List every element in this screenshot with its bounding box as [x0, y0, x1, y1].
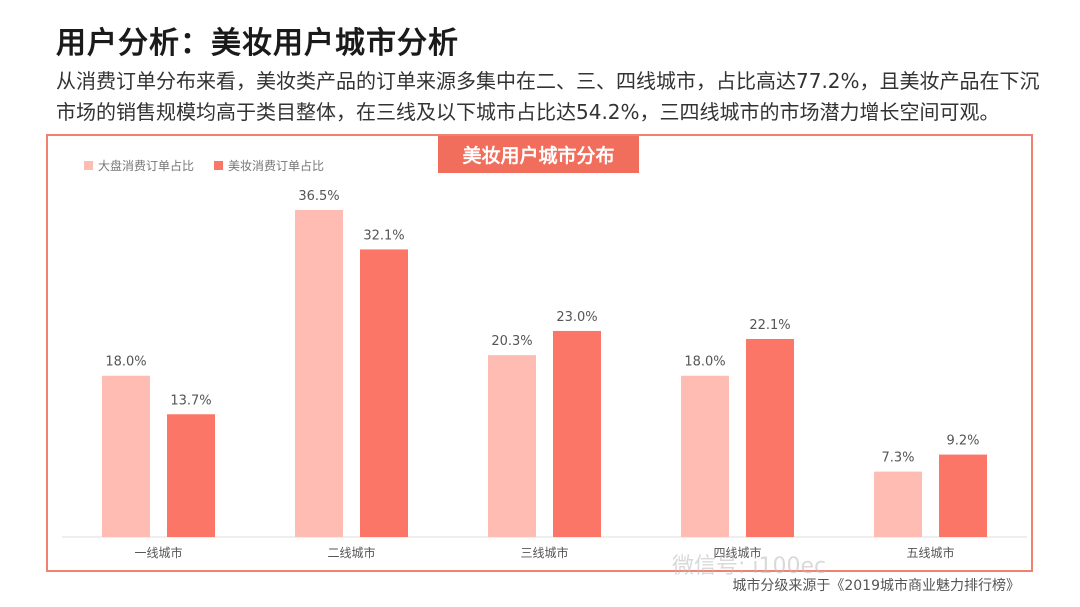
legend-swatch-series-1: [84, 161, 93, 170]
bar-series-1: [681, 375, 729, 537]
chart-title: 美妆用户城市分布: [438, 136, 639, 173]
chart-legend: 大盘消费订单占比 美妆消费订单占比: [84, 157, 324, 174]
data-label: 9.2%: [946, 434, 979, 449]
bar-series-2: [939, 454, 987, 537]
chart-frame: [46, 134, 1033, 572]
source-note: 城市分级来源于《2019城市商业魅力排行榜》: [732, 578, 1020, 594]
legend-label-series-1: 大盘消费订单占比: [98, 159, 195, 173]
bar-series-1: [874, 471, 922, 537]
bar-series-2: [553, 330, 601, 537]
x-tick-label: 一线城市: [134, 545, 182, 560]
bar-series-2: [360, 249, 408, 537]
data-label: 32.1%: [363, 228, 404, 243]
x-tick-label: 四线城市: [713, 545, 761, 560]
legend-item-series-2: 美妆消费订单占比: [214, 157, 324, 174]
data-label: 18.0%: [684, 355, 725, 370]
legend-swatch-series-2: [214, 161, 224, 170]
x-tick-label: 五线城市: [906, 545, 954, 560]
bar-series-1: [102, 375, 150, 537]
bar-series-2: [167, 414, 215, 537]
data-label: 36.5%: [298, 189, 339, 204]
data-label: 20.3%: [491, 334, 532, 349]
data-label: 22.1%: [749, 318, 790, 333]
data-label: 13.7%: [170, 393, 211, 408]
data-label: 23.0%: [556, 310, 597, 325]
x-tick-label: 二线城市: [327, 545, 375, 560]
page-description: 从消费订单分布来看，美妆类产品的订单来源多集中在二、三、四线城市，占比高达77.…: [56, 69, 1040, 124]
legend-label-series-2: 美妆消费订单占比: [228, 159, 325, 173]
watermark: 微信号: i100ec: [672, 554, 827, 579]
bar-series-1: [295, 210, 343, 537]
bar-series-1: [488, 355, 536, 537]
x-tick-label: 三线城市: [520, 545, 568, 560]
bar-series-2: [746, 339, 794, 537]
legend-item-series-1: 大盘消费订单占比: [84, 157, 194, 174]
data-label: 18.0%: [105, 355, 146, 370]
page-title: 用户分析：美妆用户城市分析: [56, 26, 459, 61]
data-label: 7.3%: [881, 451, 914, 466]
